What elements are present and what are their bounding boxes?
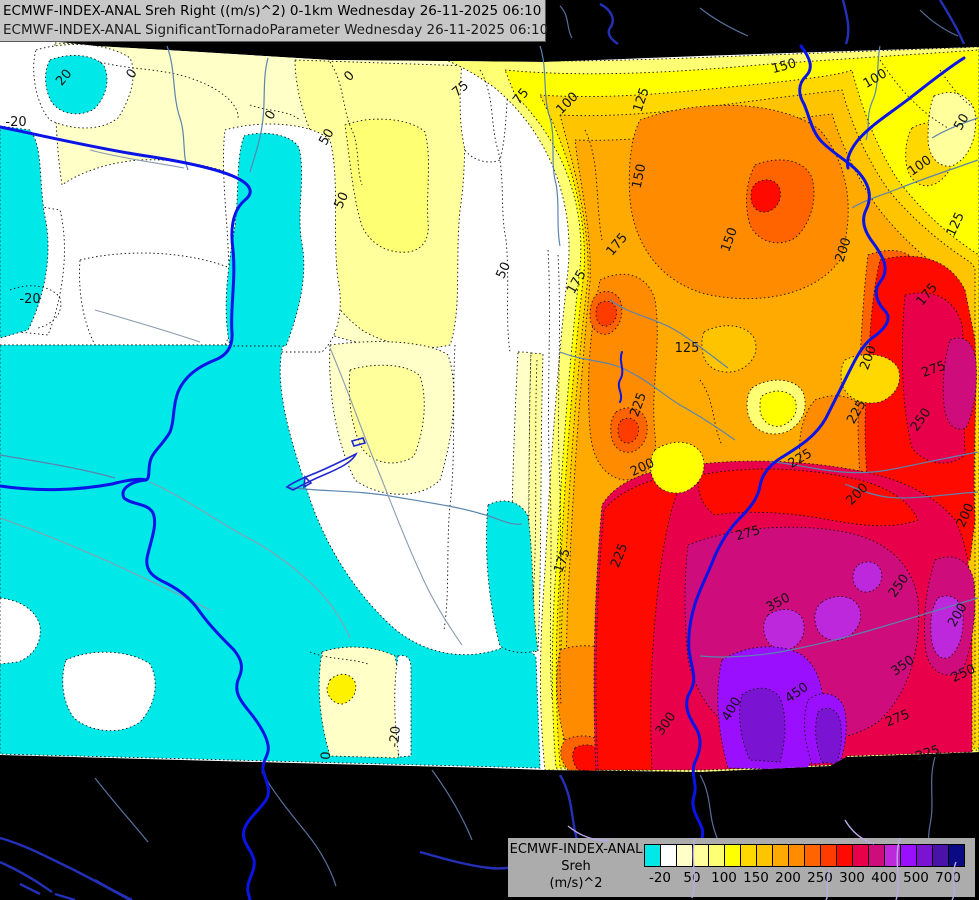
legend-model: ECMWF-INDEX-ANAL xyxy=(509,842,643,857)
contour-label: 275 xyxy=(734,523,762,544)
legend-swatch xyxy=(709,845,725,866)
legend-swatch xyxy=(741,845,757,866)
legend-swatch xyxy=(725,845,741,866)
legend-swatch xyxy=(885,845,901,866)
contour-fill-field xyxy=(0,40,979,772)
river-danube-upper xyxy=(0,125,252,482)
contour-label: 50 xyxy=(494,260,515,281)
country-border-lines xyxy=(0,149,463,646)
contour-label: -20 xyxy=(5,115,26,130)
legend-swatch xyxy=(789,845,805,866)
river-detail xyxy=(617,351,624,403)
legend: ECMWF-INDEX-ANAL Sreh (m/s)^2 -20 50 100 15… xyxy=(508,838,975,897)
contour-label: -20 xyxy=(387,725,404,747)
legend-swatch xyxy=(949,845,964,866)
title-bar: ECMWF-INDEX-ANAL Sreh Right ((m/s)^2) 0-… xyxy=(0,0,549,42)
contour-label: 150 xyxy=(630,163,650,190)
legend-unit: (m/s)^2 xyxy=(549,876,603,891)
river-danube-lower xyxy=(121,478,270,900)
legend-swatch xyxy=(933,845,949,866)
legend-swatch xyxy=(677,845,693,866)
contour-label: -20 xyxy=(19,292,40,307)
legend-tick-label: 500 xyxy=(903,870,929,886)
minor-rivers xyxy=(0,45,979,658)
legend-tick-label: 400 xyxy=(871,870,897,886)
legend-tick-label: 700 xyxy=(935,870,961,886)
legend-tick-label: 150 xyxy=(743,870,769,886)
major-rivers xyxy=(0,44,966,900)
legend-swatch xyxy=(773,845,789,866)
legend-text-block: ECMWF-INDEX-ANAL Sreh (m/s)^2 xyxy=(508,841,644,892)
river-drava xyxy=(0,477,148,492)
lake-balaton-outline xyxy=(285,437,367,491)
legend-swatch xyxy=(869,845,885,866)
legend-color-bar xyxy=(644,844,965,867)
contour-label: 50 xyxy=(316,126,337,148)
legend-tick-label: 200 xyxy=(775,870,801,886)
legend-swatch xyxy=(821,845,837,866)
legend-swatch xyxy=(661,845,677,866)
legend-parameter: Sreh xyxy=(561,859,591,874)
contour-label: 50 xyxy=(332,190,353,211)
legend-swatch xyxy=(805,845,821,866)
title-line-2: ECMWF-INDEX-ANAL SignificantTornadoParam… xyxy=(3,22,549,38)
legend-swatch xyxy=(837,845,853,866)
contour-label: 125 xyxy=(675,341,700,356)
contour-label: 50 xyxy=(951,111,972,133)
contour-label: 125 xyxy=(631,86,653,114)
legend-tick-label: 100 xyxy=(711,870,737,886)
title-line-1: ECMWF-INDEX-ANAL Sreh Right ((m/s)^2) 0-… xyxy=(3,3,542,19)
legend-tick-label: 300 xyxy=(839,870,865,886)
contour-label: 150 xyxy=(770,56,798,77)
river-szamos xyxy=(846,56,966,170)
legend-swatch xyxy=(917,845,933,866)
contour-label: 0 xyxy=(319,751,335,761)
legend-tick-label: -20 xyxy=(648,870,672,886)
contour-label: 200 xyxy=(833,236,855,264)
legend-swatch xyxy=(901,845,917,866)
legend-swatch xyxy=(853,845,869,866)
legend-swatch xyxy=(693,845,709,866)
legend-swatch xyxy=(757,845,773,866)
contour-label: 225 xyxy=(914,743,942,765)
river-tisza xyxy=(685,44,890,860)
legend-swatch xyxy=(645,845,661,866)
